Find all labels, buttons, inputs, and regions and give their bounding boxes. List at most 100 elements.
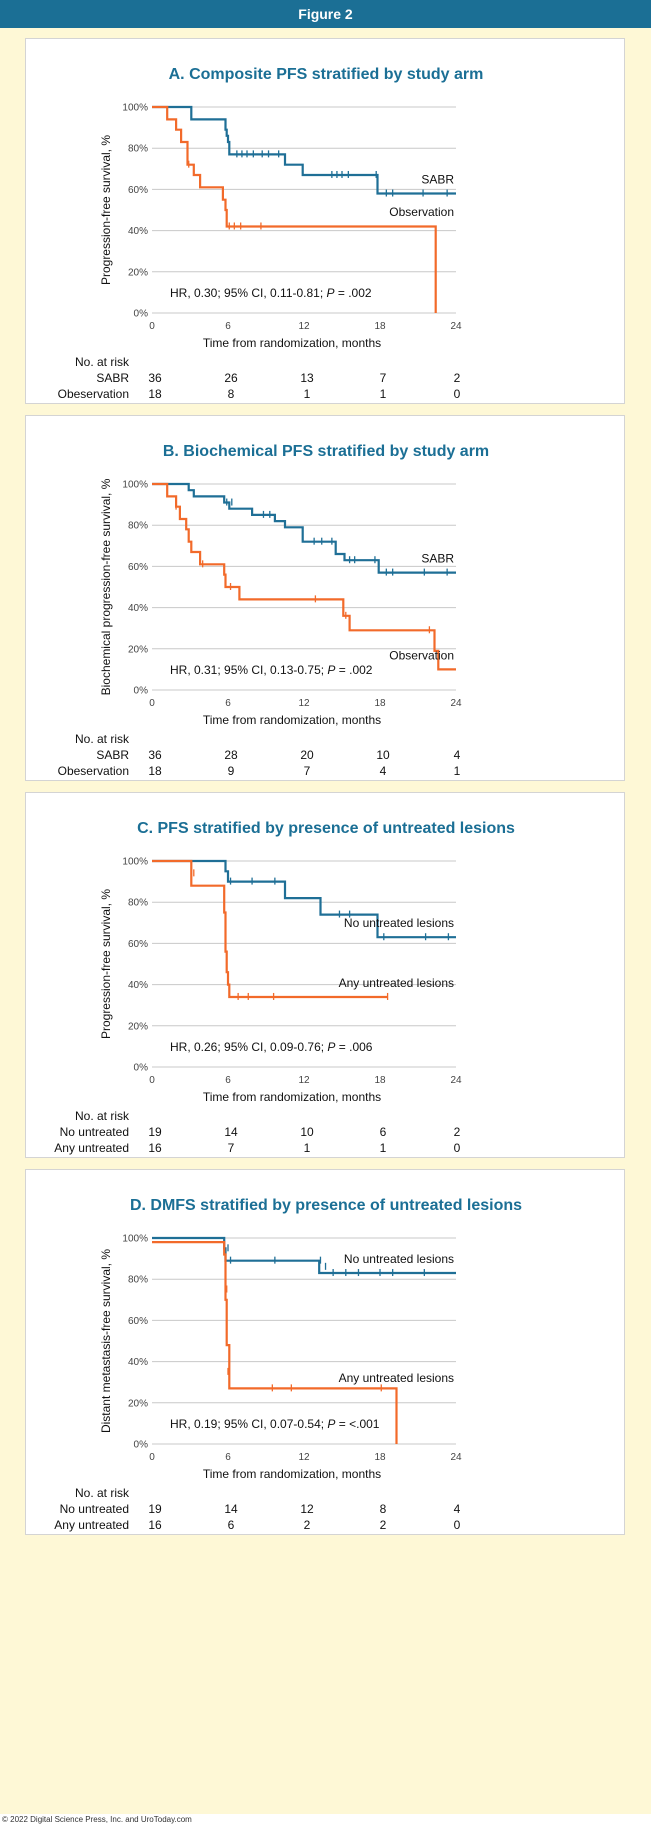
chart-svg: A. Composite PFS stratified by study arm… bbox=[58, 66, 484, 401]
hr-text: HR, 0.19; 95% CI, 0.07-0.54; bbox=[170, 1417, 327, 1431]
at-risk-value: 16 bbox=[148, 1141, 162, 1155]
x-tick-label: 6 bbox=[225, 1075, 231, 1086]
hr-annotation: HR, 0.31; 95% CI, 0.13-0.75; P = .002 bbox=[170, 663, 373, 677]
at-risk-value: 4 bbox=[380, 764, 387, 778]
x-tick-label: 18 bbox=[374, 321, 386, 332]
x-tick-label: 6 bbox=[225, 1452, 231, 1463]
y-tick-label: 80% bbox=[128, 521, 148, 532]
series-label: No untreated lesions bbox=[344, 916, 454, 930]
hr-p-symbol: P bbox=[327, 286, 335, 300]
y-tick-label: 80% bbox=[128, 898, 148, 909]
y-tick-label: 40% bbox=[128, 226, 148, 237]
x-axis-label: Time from randomization, months bbox=[203, 1090, 381, 1104]
at-risk-value: 16 bbox=[148, 1518, 162, 1532]
at-risk-value: 36 bbox=[148, 371, 162, 385]
series-label: Any untreated lesions bbox=[339, 1371, 454, 1385]
at-risk-value: 1 bbox=[304, 387, 311, 401]
series-label: No untreated lesions bbox=[344, 1252, 454, 1266]
y-tick-label: 80% bbox=[128, 1275, 148, 1286]
y-tick-label: 100% bbox=[122, 480, 148, 491]
y-tick-label: 40% bbox=[128, 1357, 148, 1368]
at-risk-value: 2 bbox=[454, 1125, 461, 1139]
at-risk-value: 4 bbox=[454, 748, 461, 762]
y-tick-label: 60% bbox=[128, 185, 148, 196]
at-risk-header: No. at risk bbox=[75, 355, 130, 369]
at-risk-value: 10 bbox=[376, 748, 390, 762]
x-tick-label: 6 bbox=[225, 321, 231, 332]
at-risk-value: 18 bbox=[148, 387, 162, 401]
x-tick-label: 12 bbox=[298, 1452, 310, 1463]
y-tick-label: 40% bbox=[128, 603, 148, 614]
hr-text: HR, 0.30; 95% CI, 0.11-0.81; bbox=[170, 286, 327, 300]
at-risk-value: 7 bbox=[228, 1141, 235, 1155]
figure-title: Figure 2 bbox=[298, 6, 353, 22]
hr-p-symbol: P bbox=[327, 663, 335, 677]
at-risk-value: 36 bbox=[148, 748, 162, 762]
panel-d: D. DMFS stratified by presence of untrea… bbox=[25, 1169, 625, 1535]
hr-annotation: HR, 0.19; 95% CI, 0.07-0.54; P = <.001 bbox=[170, 1417, 380, 1431]
at-risk-value: 7 bbox=[304, 764, 311, 778]
at-risk-header: No. at risk bbox=[75, 1109, 130, 1123]
chart-title: C. PFS stratified by presence of untreat… bbox=[137, 820, 515, 837]
y-tick-label: 20% bbox=[128, 267, 148, 278]
copyright-footer: © 2022 Digital Science Press, Inc. and U… bbox=[2, 1815, 192, 1824]
y-tick-label: 20% bbox=[128, 1398, 148, 1409]
hr-annotation: HR, 0.26; 95% CI, 0.09-0.76; P = .006 bbox=[170, 1040, 373, 1054]
x-axis-label: Time from randomization, months bbox=[203, 1467, 381, 1481]
y-tick-label: 100% bbox=[122, 1234, 148, 1245]
series-line bbox=[152, 482, 456, 671]
at-risk-row-label: SABR bbox=[96, 748, 129, 762]
at-risk-row-label: SABR bbox=[96, 371, 129, 385]
at-risk-value: 2 bbox=[380, 1518, 387, 1532]
x-axis-label: Time from randomization, months bbox=[203, 713, 381, 727]
x-tick-label: 24 bbox=[450, 1452, 462, 1463]
x-tick-label: 18 bbox=[374, 1075, 386, 1086]
hr-p-symbol: P bbox=[327, 1040, 335, 1054]
at-risk-value: 20 bbox=[300, 748, 314, 762]
y-tick-label: 60% bbox=[128, 939, 148, 950]
series-line bbox=[152, 105, 456, 195]
hr-text: HR, 0.26; 95% CI, 0.09-0.76; bbox=[170, 1040, 327, 1054]
at-risk-value: 28 bbox=[224, 748, 238, 762]
panel-c: C. PFS stratified by presence of untreat… bbox=[25, 792, 625, 1158]
y-tick-label: 100% bbox=[122, 103, 148, 114]
hr-annotation: HR, 0.30; 95% CI, 0.11-0.81; P = .002 bbox=[170, 286, 372, 300]
y-axis-label: Biochemical progression-free survival, % bbox=[99, 478, 113, 695]
at-risk-header: No. at risk bbox=[75, 1486, 130, 1500]
at-risk-value: 13 bbox=[300, 371, 314, 385]
series-line bbox=[152, 105, 437, 313]
y-tick-label: 0% bbox=[134, 1063, 149, 1074]
chart-svg: B. Biochemical PFS stratified by study a… bbox=[58, 443, 490, 778]
x-tick-label: 0 bbox=[149, 1075, 155, 1086]
y-tick-label: 0% bbox=[134, 309, 149, 320]
series-line bbox=[152, 482, 456, 574]
y-axis-label: Distant metastasis-free survival, % bbox=[99, 1249, 113, 1433]
y-tick-label: 80% bbox=[128, 144, 148, 155]
panel-b: B. Biochemical PFS stratified by study a… bbox=[25, 415, 625, 781]
series-line bbox=[152, 859, 456, 939]
at-risk-row-label: Obeservation bbox=[58, 387, 129, 401]
hr-p-value: = .006 bbox=[335, 1040, 372, 1054]
at-risk-value: 1 bbox=[304, 1141, 311, 1155]
at-risk-value: 0 bbox=[454, 1141, 461, 1155]
at-risk-value: 4 bbox=[454, 1502, 461, 1516]
x-tick-label: 6 bbox=[225, 698, 231, 709]
x-tick-label: 18 bbox=[374, 698, 386, 709]
at-risk-value: 8 bbox=[380, 1502, 387, 1516]
x-tick-label: 24 bbox=[450, 1075, 462, 1086]
x-tick-label: 0 bbox=[149, 321, 155, 332]
hr-p-value: = .002 bbox=[335, 663, 372, 677]
x-tick-label: 0 bbox=[149, 698, 155, 709]
at-risk-value: 19 bbox=[148, 1125, 162, 1139]
x-tick-label: 12 bbox=[298, 1075, 310, 1086]
at-risk-value: 14 bbox=[224, 1502, 238, 1516]
figure-header: Figure 2 bbox=[0, 0, 651, 28]
at-risk-value: 1 bbox=[380, 387, 387, 401]
hr-text: HR, 0.31; 95% CI, 0.13-0.75; bbox=[170, 663, 327, 677]
at-risk-row-label: Any untreated bbox=[54, 1141, 129, 1155]
figure-frame: A. Composite PFS stratified by study arm… bbox=[0, 28, 651, 1814]
at-risk-value: 0 bbox=[454, 1518, 461, 1532]
x-axis-label: Time from randomization, months bbox=[203, 336, 381, 350]
y-tick-label: 0% bbox=[134, 1440, 149, 1451]
chart-title: A. Composite PFS stratified by study arm bbox=[169, 66, 484, 83]
